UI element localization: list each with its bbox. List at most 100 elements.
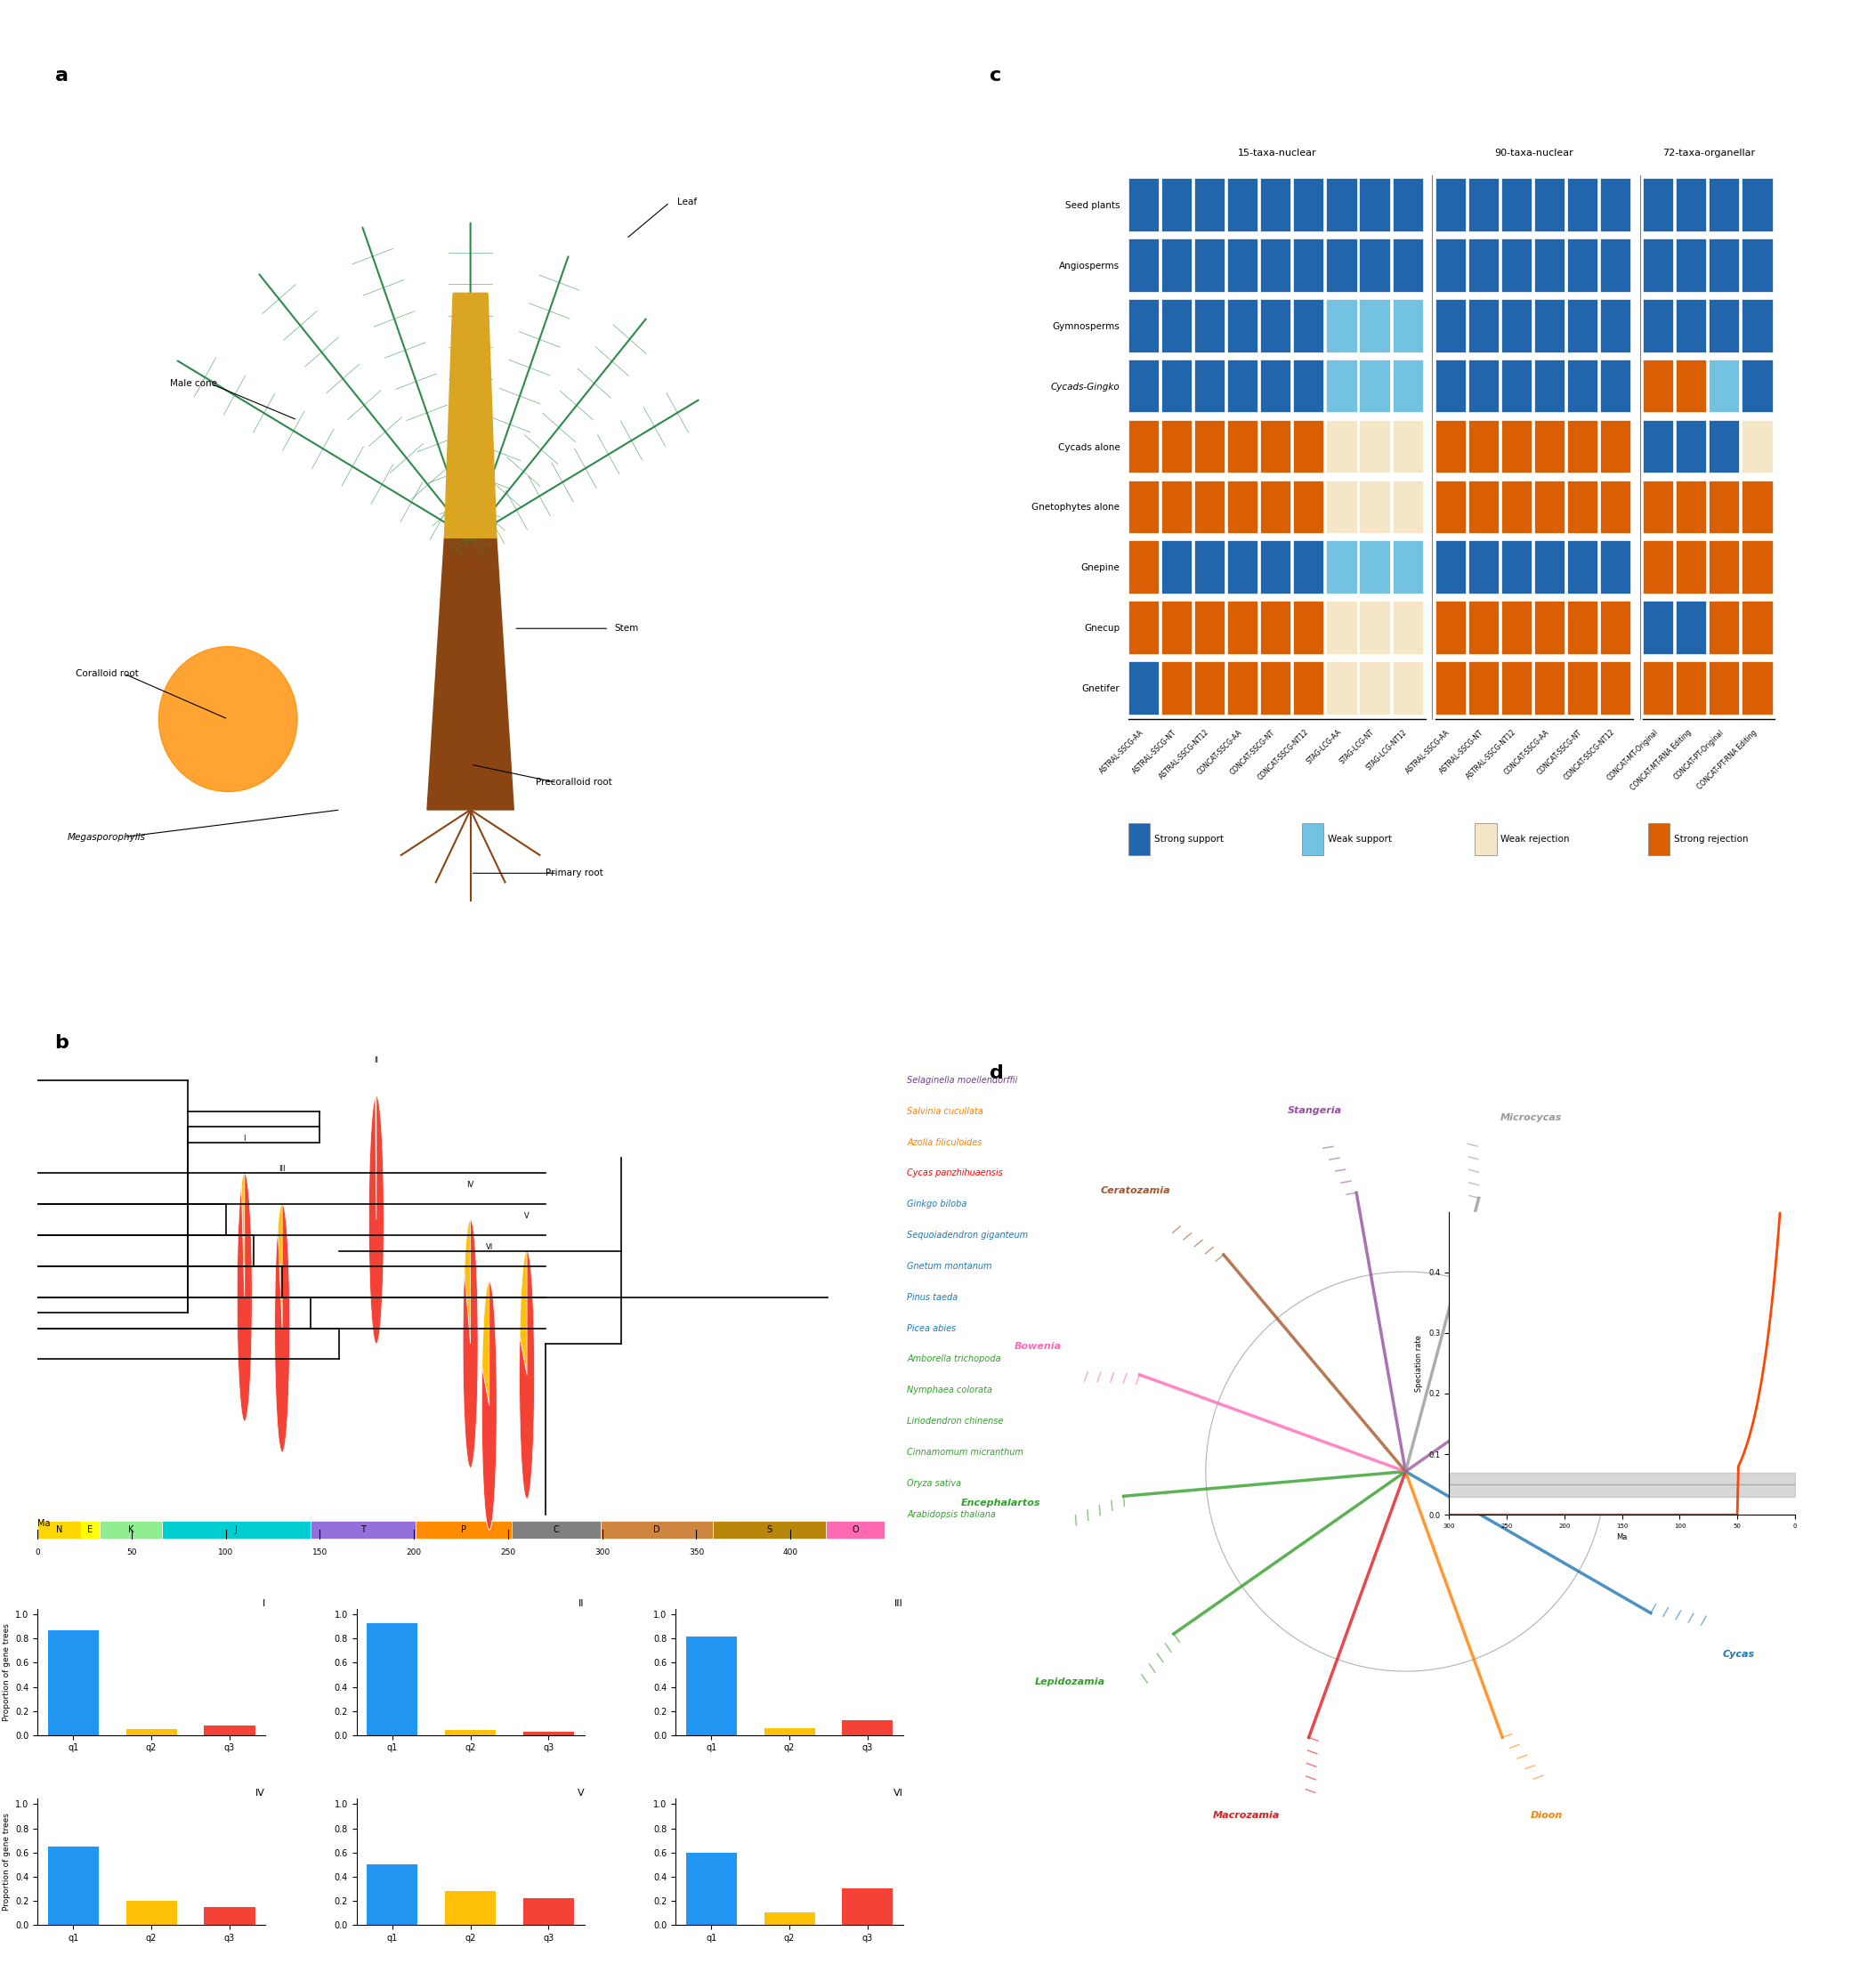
Bar (1195, 299, 1225, 352)
Bar (1435, 540, 1465, 593)
Bar (1743, 179, 1773, 232)
Text: Cycads-Gingko: Cycads-Gingko (1051, 383, 1120, 391)
Bar (1392, 420, 1422, 473)
Bar (1195, 179, 1225, 232)
Text: 100: 100 (218, 1548, 233, 1555)
Bar (1129, 662, 1159, 715)
Text: VI: VI (486, 1243, 493, 1251)
Text: Cycads alone: Cycads alone (1058, 442, 1120, 452)
Bar (1360, 420, 1390, 473)
Text: O: O (852, 1526, 859, 1534)
Text: IV: IV (467, 1180, 475, 1188)
Text: V: V (525, 1212, 529, 1220)
Bar (1392, 179, 1422, 232)
Bar (825, 1520, 885, 1540)
Bar (1743, 238, 1773, 291)
Text: K: K (128, 1526, 133, 1534)
Bar (1501, 540, 1531, 593)
Bar (1469, 662, 1499, 715)
Bar (1195, 662, 1225, 715)
Bar (512, 1520, 600, 1540)
Text: Weak support: Weak support (1328, 835, 1392, 843)
Text: Coralloid root: Coralloid root (75, 670, 139, 678)
Bar (1129, 179, 1159, 232)
Bar (842, 1720, 893, 1734)
Bar (368, 1622, 418, 1734)
Bar (1261, 359, 1291, 412)
Bar (1709, 179, 1739, 232)
Bar (1535, 662, 1565, 715)
Bar (1600, 238, 1630, 291)
Text: T: T (360, 1526, 366, 1534)
Bar (1675, 479, 1707, 534)
Bar (1261, 179, 1291, 232)
Bar (1161, 540, 1191, 593)
Bar (1643, 540, 1673, 593)
Bar (1195, 238, 1225, 291)
Text: STAG-LCG-AA: STAG-LCG-AA (1306, 729, 1343, 766)
Bar (1129, 540, 1159, 593)
Bar (99, 1520, 161, 1540)
Text: Bowenia: Bowenia (1015, 1341, 1062, 1351)
Bar (1469, 359, 1499, 412)
Bar (1566, 479, 1598, 534)
Bar (1261, 479, 1291, 534)
Bar (1261, 299, 1291, 352)
Text: 400: 400 (782, 1548, 797, 1555)
Text: Ceratozamia: Ceratozamia (1099, 1186, 1171, 1196)
Wedge shape (236, 1173, 251, 1422)
Bar (1643, 662, 1673, 715)
Text: Gnetophytes alone: Gnetophytes alone (1032, 503, 1120, 513)
Bar (416, 1520, 512, 1540)
Bar (1161, 420, 1191, 473)
Text: CONCAT-MT-RNA Editing: CONCAT-MT-RNA Editing (1628, 729, 1692, 791)
Bar (1261, 420, 1291, 473)
Text: Gnepine: Gnepine (1081, 564, 1120, 572)
Bar (1293, 299, 1324, 352)
Bar (1227, 479, 1257, 534)
Bar (1709, 299, 1739, 352)
Bar (1293, 479, 1324, 534)
Bar (1675, 420, 1707, 473)
Bar (1600, 479, 1630, 534)
Bar (1743, 299, 1773, 352)
Text: N: N (56, 1526, 62, 1534)
Text: Arabidopsis thaliana: Arabidopsis thaliana (908, 1510, 996, 1518)
Text: Male cone: Male cone (171, 379, 218, 389)
Bar (1535, 420, 1565, 473)
Bar (764, 1913, 814, 1925)
Text: Nymphaea colorata: Nymphaea colorata (908, 1387, 992, 1394)
Bar (1392, 540, 1422, 593)
Bar (1360, 179, 1390, 232)
Bar (1227, 238, 1257, 291)
Polygon shape (445, 293, 497, 538)
Bar (49, 1630, 99, 1734)
Bar (1566, 601, 1598, 654)
Bar (1261, 540, 1291, 593)
Bar (1435, 479, 1465, 534)
Bar (523, 1732, 574, 1734)
Bar (1326, 299, 1356, 352)
Bar (1435, 662, 1465, 715)
Bar (1293, 179, 1324, 232)
Text: 250: 250 (501, 1548, 516, 1555)
Bar (1360, 359, 1390, 412)
Bar (1195, 601, 1225, 654)
Text: Precoralloid root: Precoralloid root (537, 778, 612, 788)
Bar (1469, 179, 1499, 232)
Text: CONCAT-SSCG-NT: CONCAT-SSCG-NT (1536, 729, 1583, 776)
Bar (1566, 359, 1598, 412)
Text: CONCAT-SSCG-AA: CONCAT-SSCG-AA (1503, 729, 1551, 776)
Bar (1643, 420, 1673, 473)
Bar (368, 1864, 418, 1925)
Bar (1566, 662, 1598, 715)
Text: Gnecup: Gnecup (1084, 625, 1120, 632)
Wedge shape (370, 1096, 385, 1343)
Bar (1566, 540, 1598, 593)
Text: Lepidozamia: Lepidozamia (1036, 1677, 1105, 1685)
Bar (1675, 179, 1707, 232)
Bar (1227, 299, 1257, 352)
Bar (1195, 540, 1225, 593)
Bar (1129, 823, 1150, 854)
Bar (204, 1724, 255, 1734)
